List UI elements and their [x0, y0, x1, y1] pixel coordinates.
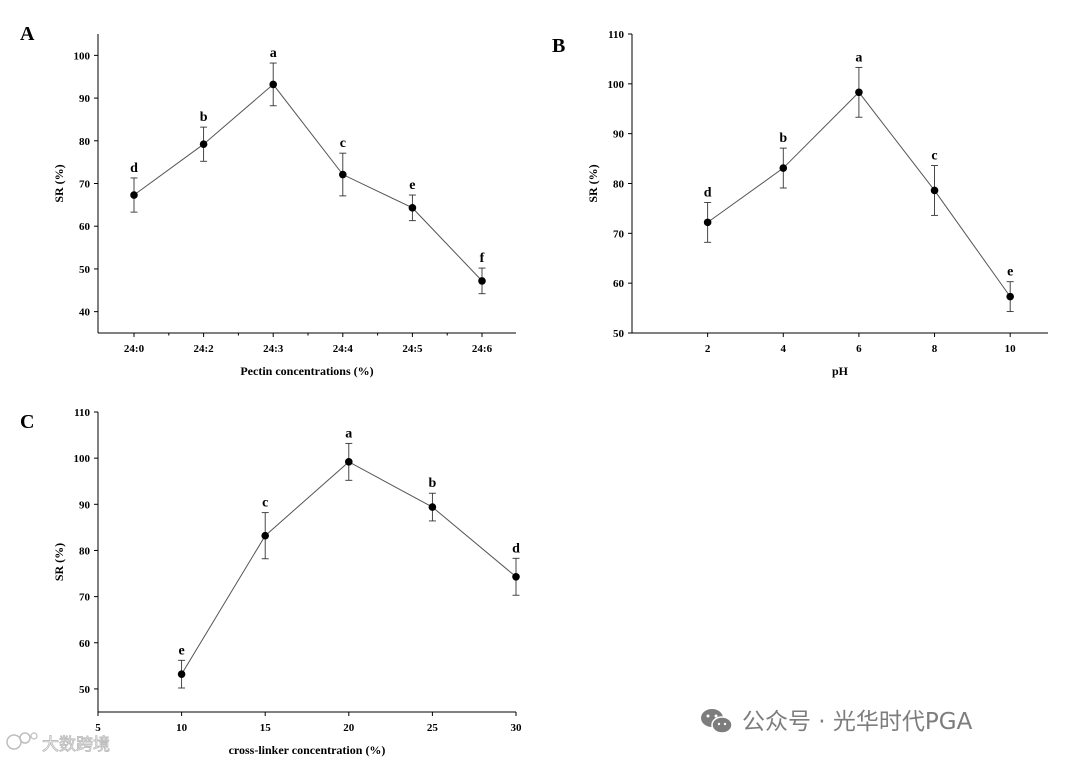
x-tick-label: 24:0	[124, 343, 145, 355]
watermark-logo-icon	[6, 732, 38, 750]
significance-letter: b	[429, 476, 437, 491]
y-tick-label: 70	[613, 228, 625, 240]
y-tick-label: 100	[608, 79, 625, 91]
data-point	[345, 458, 353, 466]
x-tick-label: 24:4	[333, 343, 354, 355]
panel-letter: B	[552, 35, 565, 57]
x-tick-label: 20	[343, 722, 355, 734]
x-axis-title: Pectin concentrations (%)	[240, 364, 373, 378]
significance-letter: a	[270, 46, 277, 61]
x-tick-label: 24:5	[402, 343, 423, 355]
y-tick-label: 50	[613, 328, 625, 340]
x-tick-label: 15	[260, 722, 272, 734]
x-tick-label: 6	[856, 343, 862, 355]
panel-c-chart: C 50 60 70 80 90 100 110 5 10 15 20 25 30 cross-linker…	[20, 407, 522, 757]
x-tick-label: 8	[932, 343, 938, 355]
significance-letter: b	[200, 110, 208, 125]
x-tick-label: 2	[705, 343, 711, 355]
significance-letter: e	[178, 643, 184, 658]
significance-letter: f	[480, 251, 485, 266]
data-point	[703, 218, 712, 227]
y-tick-label: 60	[79, 638, 91, 650]
significance-letter: e	[1007, 265, 1013, 280]
x-tick-label: 10	[1005, 343, 1017, 355]
panel-a-chart: A 40 50 60 70 80 90 100 24:0 24:2 24:3 24:4 24:5 24:6…	[20, 23, 516, 378]
significance-letter: c	[340, 136, 346, 151]
significance-letter: d	[512, 541, 520, 556]
significance-letter: d	[130, 161, 138, 176]
significance-letter: a	[345, 426, 352, 441]
x-tick-label: 24:6	[472, 343, 493, 355]
data-point	[408, 204, 417, 212]
y-axis-title: SR (%)	[586, 164, 600, 202]
panel-b-chart: B 50 60 70 80 90 100 110 2 4 6 8 10 pH SR (%) d b a c e	[552, 29, 1048, 378]
y-tick-label: 90	[79, 93, 91, 105]
y-tick-label: 40	[79, 307, 91, 319]
x-axis-title: pH	[832, 364, 849, 378]
y-tick-label: 70	[79, 592, 91, 604]
x-tick-label: 24:3	[263, 343, 284, 355]
data-point	[177, 670, 186, 678]
x-tick-label: 25	[427, 722, 439, 734]
panel-letter: C	[20, 411, 34, 433]
significance-letter: c	[931, 149, 937, 164]
y-tick-label: 90	[79, 499, 91, 511]
y-axis-title: SR (%)	[52, 543, 66, 581]
x-tick-label: 10	[176, 722, 188, 734]
y-tick-label: 90	[613, 129, 625, 141]
watermark-right-text: 公众号 · 光华时代PGA	[742, 709, 973, 735]
data-point	[779, 164, 788, 172]
x-tick-label: 5	[95, 722, 101, 734]
x-tick-label: 4	[781, 343, 787, 355]
x-tick-label: 24:2	[194, 343, 215, 355]
watermark-right: 公众号 · 光华时代PGA	[701, 709, 973, 735]
series-line	[181, 461, 517, 675]
data-point	[855, 88, 863, 97]
y-tick-label: 80	[613, 179, 625, 191]
y-tick-label: 60	[79, 221, 91, 233]
data-point	[512, 572, 520, 581]
data-point	[261, 531, 270, 540]
y-tick-label: 70	[79, 179, 91, 191]
data-point	[1006, 292, 1014, 301]
data-point	[428, 503, 437, 511]
wechat-icon	[701, 709, 733, 734]
y-tick-label: 60	[613, 278, 625, 290]
significance-letter: a	[855, 50, 862, 65]
significance-letter: c	[262, 496, 268, 511]
y-tick-label: 110	[608, 29, 624, 41]
data-point	[339, 170, 347, 179]
y-tick-label: 80	[79, 545, 91, 557]
y-tick-label: 50	[79, 684, 91, 696]
y-tick-label: 100	[74, 453, 91, 465]
significance-letter: d	[704, 185, 712, 200]
significance-letter: e	[409, 178, 415, 193]
data-point	[130, 191, 138, 199]
y-axis-title: SR (%)	[52, 164, 66, 202]
data-point	[478, 277, 486, 285]
watermark-left: 大数跨境	[6, 732, 110, 755]
series-line	[707, 91, 1011, 297]
series-line	[133, 83, 483, 282]
y-tick-label: 80	[79, 136, 91, 148]
data-point	[199, 140, 208, 149]
watermark-left-text: 大数跨境	[42, 735, 110, 755]
y-tick-label: 110	[74, 407, 90, 419]
data-point	[269, 80, 278, 89]
y-tick-label: 50	[79, 264, 91, 276]
significance-letter: b	[779, 131, 787, 146]
x-tick-label: 30	[511, 722, 523, 734]
panel-letter: A	[20, 23, 35, 45]
y-tick-label: 100	[74, 50, 91, 62]
data-point	[930, 186, 939, 195]
x-axis-title: cross-linker concentration (%)	[229, 743, 386, 757]
